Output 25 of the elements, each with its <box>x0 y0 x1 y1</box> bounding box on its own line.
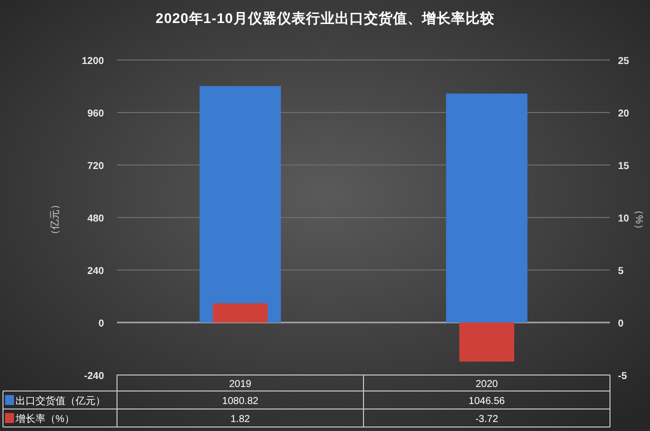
y-tick-label: 1200 <box>82 56 104 67</box>
y-axis-title: （亿元） <box>50 200 61 240</box>
data-label: 1046.56 <box>468 396 505 407</box>
y-tick-label: 0 <box>98 318 104 330</box>
title: 2020年1-10月仪器仪表行业出口交货值、增长率比较 <box>156 10 494 26</box>
x-tick-label: 2020 <box>476 379 498 390</box>
x-tick-label: 2019 <box>229 379 252 390</box>
y2-tick-label: -5 <box>618 371 627 382</box>
y2-tick-label: 10 <box>618 214 630 224</box>
data-label: -3.72 <box>475 414 498 425</box>
data-label: 1080.82 <box>222 396 258 407</box>
y-tick-label: 720 <box>87 161 104 172</box>
y2-axis-title: （%） <box>633 205 644 234</box>
data-label: 1.82 <box>230 414 250 425</box>
y-tick-label: 240 <box>87 266 104 277</box>
y-tick-label: 960 <box>87 108 104 120</box>
y-tick-label: 480 <box>87 214 104 224</box>
y2-tick-label: 20 <box>618 108 630 120</box>
y2-tick-label: 15 <box>618 161 630 172</box>
y2-tick-label: 25 <box>618 56 630 67</box>
y-tick-label: -240 <box>84 371 104 382</box>
y2-tick-label: 5 <box>618 266 624 277</box>
legend-label: 增长率（%） <box>16 414 74 425</box>
legend-label: 出口交货值（亿元） <box>16 396 106 407</box>
y2-tick-label: 0 <box>618 318 624 330</box>
